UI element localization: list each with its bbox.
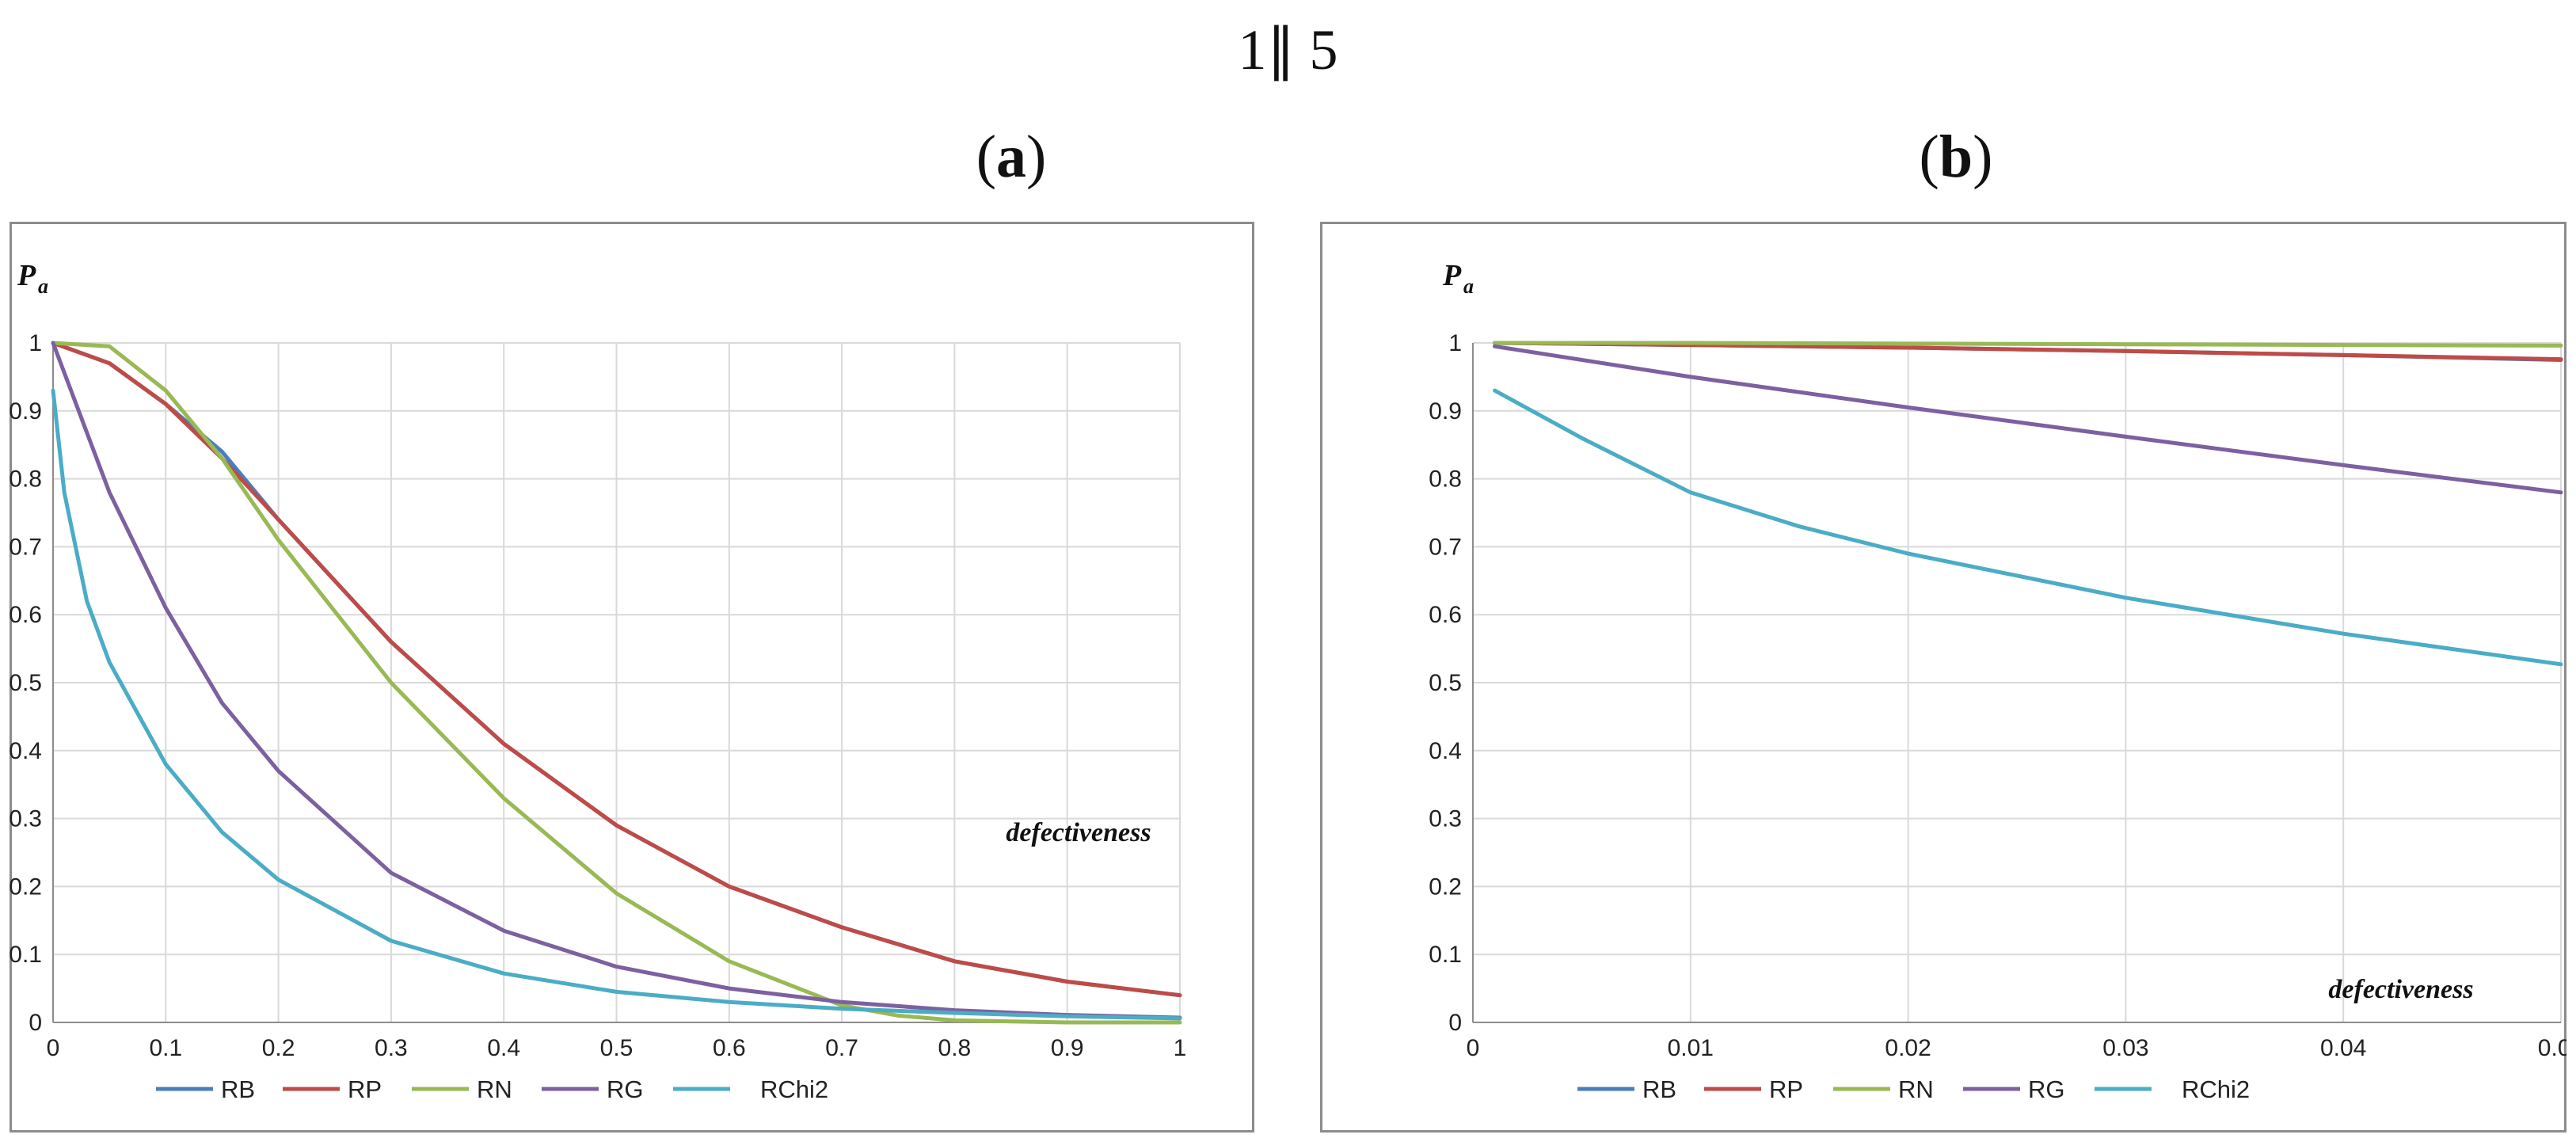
chart-b-xlabel: defectiveness [2328,975,2473,1004]
chart-b-ytick-label: 0 [1448,1010,1462,1036]
chart-a-frame [10,222,1254,1132]
chart-a-xlabel: defectiveness [1006,818,1151,847]
series-line-rn [51,341,1182,1025]
legend-label-rb: RB [221,1075,255,1103]
panel-label-a-letter: a [996,124,1026,190]
chart-a-xtick-label: 0 [47,1035,60,1061]
legend-label-rn: RN [1898,1075,1934,1103]
chart-b-ylabel-sub: a [1463,275,1474,298]
chart-b-ytick-label: 0.4 [1429,738,1462,764]
legend-label-rp: RP [348,1075,382,1103]
chart-a-xtick-label: 0.8 [938,1035,972,1061]
legend-label-rp: RP [1769,1075,1803,1103]
chart-a-ytick-label: 0.7 [10,534,42,560]
chart-a-ytick-label: 0.8 [10,466,42,493]
chart-b-xtick-label: 0 [1467,1035,1480,1061]
panel-label-b: (b) [1837,123,2075,192]
chart-a-ytick-label: 0.2 [10,874,42,900]
figure-title: 1∥ 5 [1238,18,1338,82]
chart-b-ytick-label: 0.3 [1429,806,1462,832]
panel-label-a-close: ) [1026,124,1047,190]
chart-a-ytick-label: 0.6 [10,602,42,628]
chart-b-xtick-label: 0.05 [2538,1035,2566,1061]
series-line-rp [51,341,1182,998]
chart-a-ytick-label: 0.4 [10,738,42,764]
chart-b-frame [1320,222,2566,1132]
chart-b-ytick-label: 0.8 [1429,466,1462,493]
chart-b-ytick-label: 0.6 [1429,602,1462,628]
chart-a-xtick-label: 0.7 [825,1035,858,1061]
chart-a-ytick-label: 0.3 [10,806,42,832]
chart-a-ytick-label: 0.1 [10,942,42,968]
chart-b-xtick-label: 0.02 [1885,1035,1931,1061]
series-line-rg [51,341,1182,1020]
chart-a-ytick-label: 1 [29,330,42,356]
series-line-rn [1493,341,2563,348]
chart-a-xtick-label: 0.9 [1051,1035,1084,1061]
chart-b-xtick-label: 0.04 [2320,1035,2366,1061]
chart-a-xtick-label: 0.4 [487,1035,520,1061]
panel-label-a: (a) [892,123,1130,192]
chart-a: 0 0.1 0.2 0.3 0.4 0.5 0.6 0.7 0.8 0.9 1 0 0.1 0.2 0.3 0… [10,222,1254,1132]
legend-label-rn: RN [477,1075,512,1103]
chart-a-xtick-label: 0.1 [149,1035,182,1061]
chart-a-xtick-label: 0.3 [375,1035,408,1061]
series-line-rg [1493,344,2563,495]
legend-label-rg: RG [607,1075,644,1103]
legend-label-rchi2: RChi2 [2182,1075,2250,1103]
chart-a-xtick-label: 0.6 [713,1035,746,1061]
chart-a-ytick-label: 0.9 [10,398,42,424]
panel-label-b-letter: b [1939,124,1973,190]
chart-b-ytick-label: 0.1 [1429,942,1462,968]
chart-b-ytick-label: 0.5 [1429,670,1462,696]
panel-label-a-open: ( [976,124,996,190]
chart-a-xtick-label: 1 [1174,1035,1187,1061]
series-line-rchi2 [51,388,1182,1021]
chart-b-ytick-label: 0.2 [1429,874,1462,900]
chart-b-xtick-label: 0.01 [1668,1035,1714,1061]
chart-a-ylabel: P [17,259,36,292]
legend-label-rg: RG [2028,1075,2065,1103]
chart-a-ytick-label: 0 [29,1010,42,1036]
chart-b-ytick-label: 1 [1448,330,1462,356]
legend-label-rb: RB [1642,1075,1676,1103]
chart-b-ylabel: P [1442,259,1462,292]
series-line-rchi2 [1493,388,2563,667]
chart-a-ytick-label: 0.5 [10,670,42,696]
chart-a-xtick-label: 0.2 [262,1035,295,1061]
panel-label-b-open: ( [1919,124,1939,190]
chart-a-xtick-label: 0.5 [600,1035,634,1061]
legend-label-rchi2: RChi2 [760,1075,828,1103]
chart-b-ytick-label: 0.7 [1429,534,1462,560]
chart-b: 0 0.1 0.2 0.3 0.4 0.5 0.6 0.7 0.8 0.9 1 0 0.01 0.02 0.… [1320,222,2566,1132]
chart-b-ytick-label: 0.9 [1429,398,1462,424]
chart-b-xtick-label: 0.03 [2102,1035,2148,1061]
panel-label-b-close: ) [1973,124,1993,190]
chart-a-ylabel-sub: a [38,275,48,298]
